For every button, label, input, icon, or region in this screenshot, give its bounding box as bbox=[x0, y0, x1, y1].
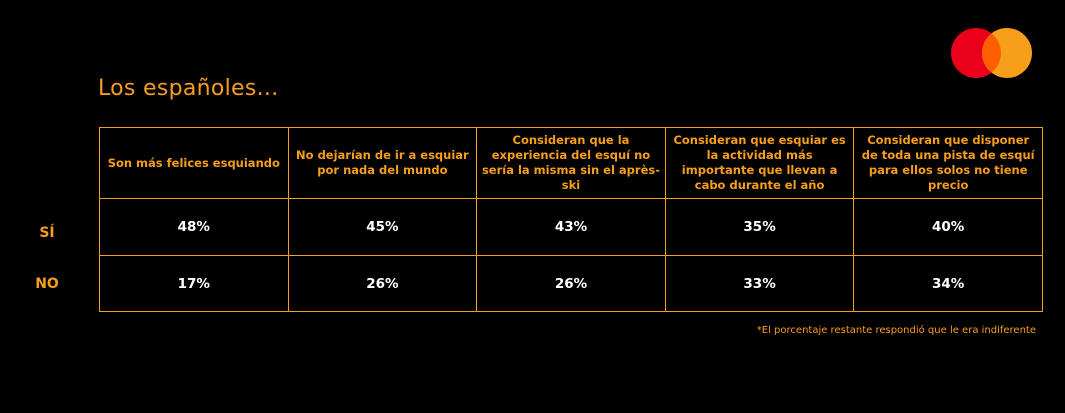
column-header: Son más felices esquiando bbox=[99, 127, 289, 199]
column-header: Consideran que la experiencia del esquí … bbox=[476, 127, 666, 199]
header-row: Son más felices esquiando No dejarían de… bbox=[99, 127, 1043, 199]
mastercard-logo bbox=[951, 28, 1032, 78]
table-row-no: 17% 26% 26% 33% 34% bbox=[99, 255, 1043, 312]
table-cell: 26% bbox=[476, 255, 666, 312]
column-header: No dejarían de ir a esquiar por nada del… bbox=[287, 127, 478, 199]
table-cell: 43% bbox=[476, 198, 666, 256]
page-title: Los españoles... bbox=[98, 76, 279, 101]
row-label-no: NO bbox=[35, 276, 59, 292]
column-header: Consideran que esquiar es la actividad m… bbox=[664, 127, 855, 199]
survey-table: Son más felices esquiando No dejarían de… bbox=[99, 127, 1043, 312]
table-cell: 40% bbox=[853, 198, 1043, 256]
table-cell: 35% bbox=[664, 198, 855, 256]
table-cell: 45% bbox=[287, 198, 478, 256]
table-row-si: 48% 45% 43% 35% 40% bbox=[99, 198, 1043, 256]
table-cell: 34% bbox=[853, 255, 1043, 312]
table-cell: 33% bbox=[664, 255, 855, 312]
row-label-si: SÍ bbox=[39, 225, 55, 241]
table-cell: 26% bbox=[287, 255, 478, 312]
table-cell: 48% bbox=[99, 198, 289, 256]
footnote: *El porcentaje restante respondió que le… bbox=[756, 325, 1036, 336]
column-header: Consideran que disponer de toda una pist… bbox=[853, 127, 1043, 199]
table-cell: 17% bbox=[99, 255, 289, 312]
